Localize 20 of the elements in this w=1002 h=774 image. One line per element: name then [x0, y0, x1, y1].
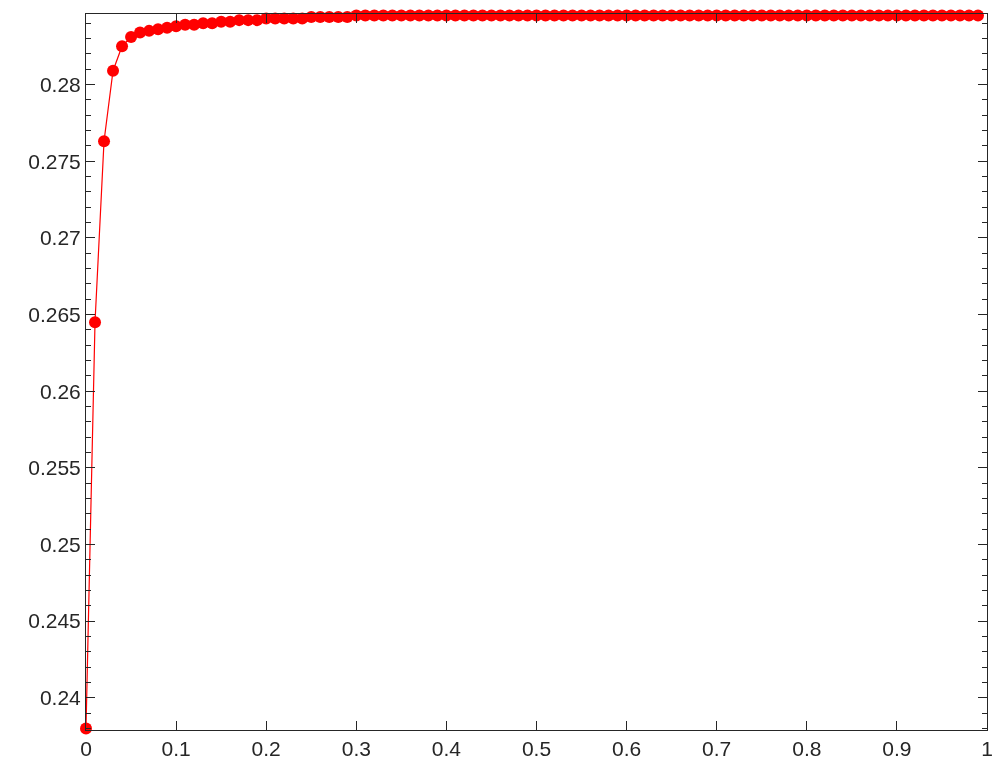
- x-tick-label: 0.4: [431, 737, 462, 761]
- x-tick-label: 0.6: [612, 737, 642, 761]
- x-tick-label: 0.3: [341, 737, 371, 761]
- x-tick-label: 0: [80, 737, 92, 761]
- y-tick-label: 0.245: [28, 609, 81, 633]
- x-tick-label: 0.1: [161, 737, 191, 761]
- x-tick-label: 0.8: [792, 737, 822, 761]
- y-tick-label: 0.25: [39, 532, 81, 556]
- x-tick-label: 0.2: [251, 737, 281, 761]
- y-tick-label: 0.27: [39, 226, 81, 250]
- x-tick-label: 0.9: [882, 737, 912, 761]
- x-tick-label: 1: [981, 737, 993, 761]
- y-tick-label: 0.26: [39, 379, 81, 403]
- x-tick-label: 0.7: [702, 737, 732, 761]
- y-tick-label: 0.28: [39, 72, 81, 96]
- x-tick-label: 0.5: [521, 737, 552, 761]
- y-tick-label: 0.275: [28, 149, 81, 173]
- y-tick-label: 0.24: [39, 686, 82, 710]
- y-tick-label: 0.255: [28, 456, 81, 480]
- y-tick-label: 0.265: [28, 302, 81, 326]
